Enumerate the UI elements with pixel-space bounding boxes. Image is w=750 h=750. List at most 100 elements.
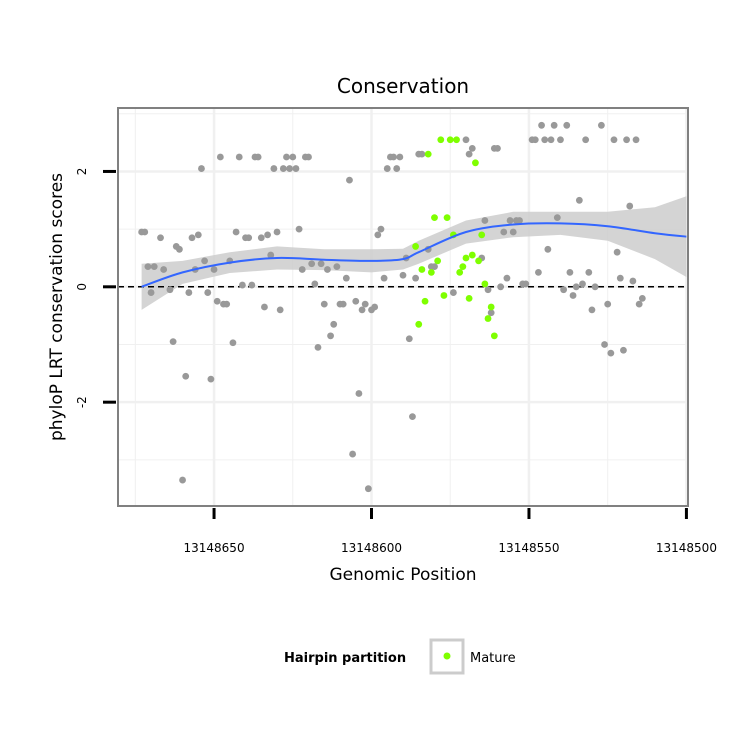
data-point-other	[270, 165, 278, 172]
data-point-mature	[431, 214, 438, 221]
data-point-other	[613, 248, 621, 256]
data-point-other	[223, 300, 231, 308]
data-point-other	[572, 283, 580, 291]
data-point-mature	[440, 292, 448, 299]
data-point-other	[267, 251, 275, 259]
data-point-other	[569, 292, 577, 299]
series-other-points	[138, 121, 646, 493]
data-point-other	[150, 263, 158, 271]
data-point-other	[207, 375, 215, 383]
data-point-other	[204, 289, 212, 296]
smooth-trend-line	[141, 222, 687, 288]
x-tick-label: 13148500	[656, 541, 717, 555]
data-point-mature	[484, 315, 492, 322]
data-point-other	[292, 165, 300, 172]
confidence-ribbon	[141, 196, 687, 310]
data-point-other	[626, 202, 634, 210]
data-point-other	[160, 266, 168, 273]
x-tick-label: 13148600	[341, 541, 402, 555]
data-point-other	[635, 300, 643, 308]
data-point-other	[361, 300, 369, 308]
data-point-other	[620, 346, 627, 354]
data-point-other	[535, 268, 542, 276]
data-point-other	[541, 136, 549, 144]
data-point-other	[374, 231, 382, 239]
chart-title: Conservation	[337, 74, 469, 98]
legend: Hairpin partition Mature	[284, 638, 516, 675]
x-axis: 13148650 13148600 13148550 13148500	[184, 508, 717, 555]
data-point-other	[399, 271, 407, 279]
data-point-mature	[446, 136, 454, 144]
data-point-other	[157, 234, 164, 242]
data-point-other	[198, 165, 205, 172]
data-point-other	[604, 300, 612, 308]
y-axis-title: phyloP LRT conservation scores	[47, 173, 67, 441]
data-point-other	[289, 153, 297, 161]
data-point-other	[308, 260, 316, 268]
data-point-other	[582, 136, 590, 144]
y-axis: -2 0 2	[75, 168, 116, 408]
data-point-mature	[472, 159, 479, 167]
data-point-mature	[415, 320, 423, 328]
data-point-other	[481, 217, 489, 224]
data-point-other	[393, 165, 401, 172]
data-point-other	[311, 280, 319, 288]
data-point-mature	[421, 297, 429, 305]
data-point-other	[349, 450, 357, 458]
data-point-other	[591, 283, 599, 291]
data-point-mature	[443, 214, 451, 221]
data-point-other	[147, 289, 155, 296]
data-point-other	[487, 309, 495, 317]
data-point-other	[327, 332, 334, 340]
data-point-other	[522, 280, 530, 288]
data-point-other	[579, 280, 586, 288]
data-point-other	[333, 263, 341, 271]
plot-panel	[117, 107, 689, 507]
data-point-other	[210, 266, 218, 273]
legend-label-mature: Mature	[470, 651, 516, 666]
data-point-other	[550, 121, 558, 129]
data-point-other	[295, 225, 303, 233]
data-point-other	[575, 196, 583, 204]
data-point-other	[355, 390, 363, 397]
y-tick-label: 0	[75, 283, 89, 291]
data-point-other	[566, 268, 574, 276]
data-point-mature	[481, 280, 489, 288]
data-point-other	[494, 144, 501, 152]
data-point-other	[383, 165, 391, 172]
data-point-mature	[453, 136, 460, 144]
data-point-other	[286, 165, 294, 172]
data-point-other	[449, 289, 457, 296]
y-tick-label: -2	[75, 396, 89, 408]
data-point-other	[364, 485, 372, 493]
data-point-mature	[456, 268, 464, 276]
panel-border	[117, 107, 689, 507]
data-point-other	[377, 225, 385, 233]
data-point-other	[346, 176, 353, 184]
data-point-mature	[434, 257, 442, 265]
y-tick-label: 2	[75, 168, 89, 176]
data-point-other	[484, 286, 492, 294]
data-point-other	[557, 136, 564, 144]
data-point-other	[503, 274, 511, 282]
data-point-other	[553, 214, 561, 221]
data-point-other	[516, 217, 523, 224]
data-point-other	[254, 153, 262, 161]
data-point-mature	[418, 266, 426, 273]
data-point-other	[352, 297, 360, 305]
data-point-other	[305, 153, 312, 161]
data-point-other	[238, 281, 246, 289]
data-point-other	[229, 339, 237, 347]
legend-key-mature	[443, 652, 451, 660]
data-point-other	[509, 228, 517, 236]
data-point-other	[141, 228, 149, 236]
data-point-other	[248, 281, 256, 289]
data-point-other	[216, 153, 224, 161]
data-point-other	[544, 245, 552, 253]
data-point-other	[185, 289, 193, 296]
data-point-mature	[459, 263, 467, 271]
data-point-other	[273, 228, 281, 236]
data-point-other	[601, 341, 608, 348]
data-point-other	[538, 121, 545, 129]
